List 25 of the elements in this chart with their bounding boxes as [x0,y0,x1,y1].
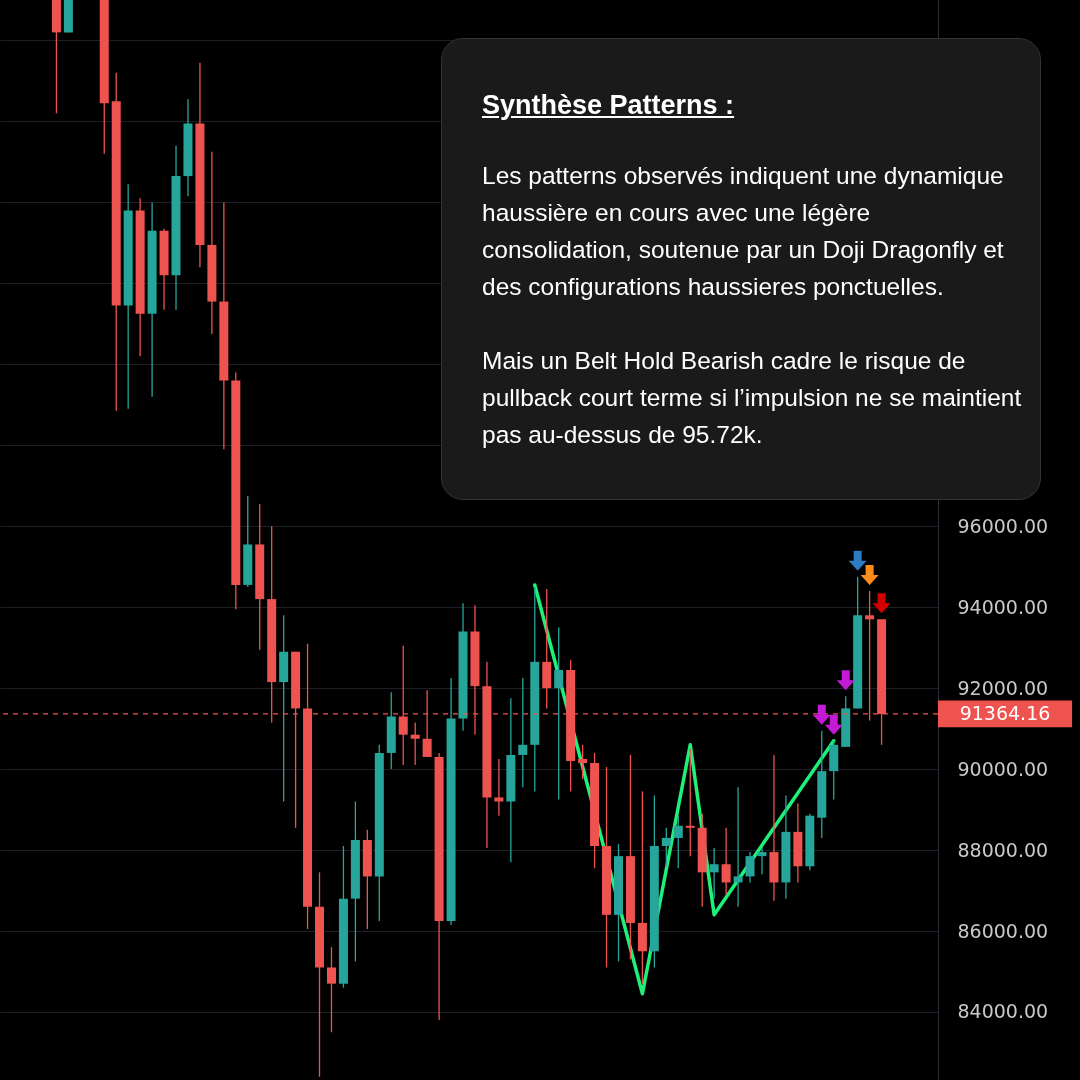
y-tick-label: 96000.00 [957,514,1049,537]
candlestick [554,626,564,801]
candlestick [685,748,695,857]
candlestick [745,851,755,884]
candlestick [326,946,336,1033]
candlestick [757,847,767,876]
candlestick [673,815,683,869]
candlestick [733,786,743,908]
candlestick [494,758,504,817]
annotation: Mais un Belt Hold Bearish cadre le risque de pullback court terme si l’impulsion ne se maintient pas au-dessus de 95.72k. [482,346,1023,450]
y-tick-label: 88000.00 [957,838,1049,861]
y-tick-label: 86000.00 [957,919,1049,942]
ref-line-label: 91364.16 [959,701,1051,724]
annotation: Les patterns observés indiquent une dynamique haussière en cours avec une légère consolidation, soutenue par un Doji Dragonfly et des configurations haussieres ponctuelles. [482,161,1005,302]
y-tick-label: 94000.00 [957,595,1049,618]
candlestick [721,827,731,896]
candlestick [518,677,528,788]
y-tick-label: 92000.00 [957,676,1049,699]
candlestick [709,847,719,900]
y-tick-label: 84000.00 [957,1000,1049,1023]
candlestick [661,827,671,867]
text-panel: Synthèse Patterns : Les patterns observés indiquent une dynamique haussière en cours avec une légère consolidation, soutenue par un Doji Dragonfly et des configurations haussieres ponctuelles. Mais un Belt Hold Bearish cadre le risque de pullback court terme si l’impulsion ne se maintient pas au-dessus de 95.72k. [441,38,1041,500]
y-tick-label: 90000.00 [957,757,1049,780]
candlestick [578,744,588,780]
candlestick [410,721,420,766]
